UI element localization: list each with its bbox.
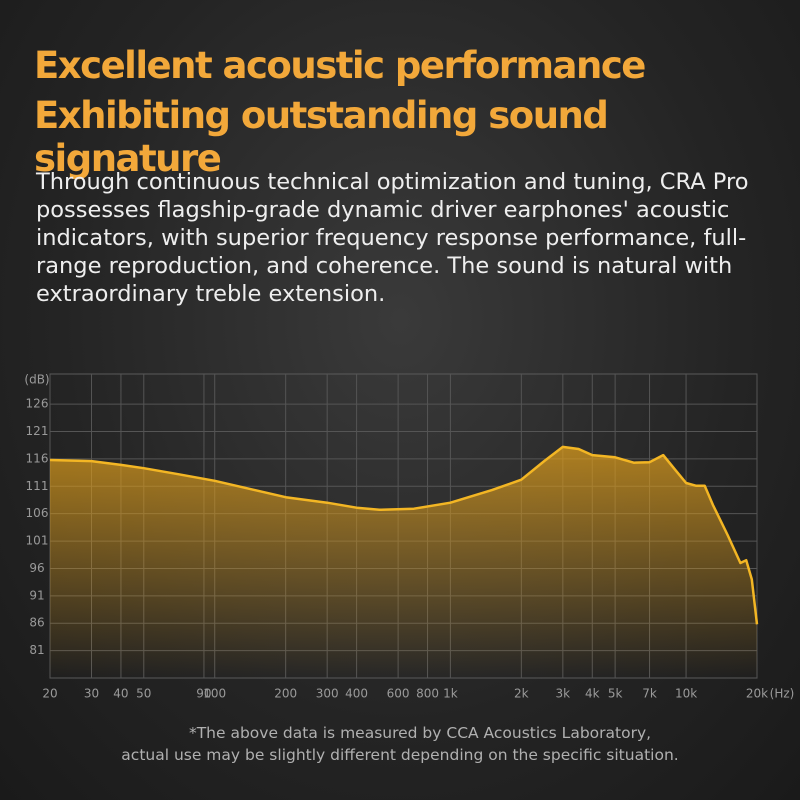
x-tick-label: 800	[416, 687, 439, 701]
y-tick-label: 111	[26, 479, 49, 493]
x-axis-label: (Hz)	[770, 687, 795, 701]
footnote: *The above data is measured by CCA Acous…	[188, 724, 652, 742]
x-tick-label: 40	[113, 687, 128, 701]
y-axis-label: (dB)	[24, 373, 49, 387]
x-tick-label: 90	[196, 687, 211, 701]
y-tick-label: 121	[26, 424, 49, 438]
x-tick-label: 1k	[443, 687, 458, 701]
y-tick-label: 126	[26, 397, 49, 411]
x-tick-label: 600	[387, 687, 410, 701]
area-fill	[50, 446, 757, 678]
x-tick-label: 7k	[642, 687, 657, 701]
x-tick-label: 100	[203, 687, 226, 701]
x-tick-label: 30	[84, 687, 99, 701]
x-tick-label: 20k	[746, 687, 768, 701]
y-tick-label: 86	[29, 616, 44, 630]
y-tick-label: 116	[26, 451, 49, 465]
response-line	[49, 445, 759, 625]
headline: Excellent acoustic performance	[34, 44, 646, 87]
x-tick-label: 400	[345, 687, 368, 701]
x-tick-label: 3k	[556, 687, 571, 701]
x-tick-label: 10k	[675, 687, 697, 701]
y-tick-label: 81	[29, 643, 44, 657]
x-tick-label: 2k	[514, 687, 529, 701]
y-tick-label: 96	[29, 561, 44, 575]
y-tick-label: 101	[26, 534, 49, 548]
x-tick-label: 4k	[585, 687, 600, 701]
x-tick-label: 50	[136, 687, 151, 701]
y-tick-label: 91	[29, 588, 44, 602]
footnote: actual use may be slightly different dep…	[121, 746, 679, 764]
x-tick-label: 20	[42, 687, 57, 701]
x-tick-label: 300	[316, 687, 339, 701]
headline: Exhibiting outstanding sound signature	[34, 94, 609, 180]
y-tick-label: 106	[26, 506, 49, 520]
x-tick-label: 200	[274, 687, 297, 701]
x-tick-label: 5k	[608, 687, 623, 701]
description: Through continuous technical optimizatio…	[36, 169, 749, 307]
